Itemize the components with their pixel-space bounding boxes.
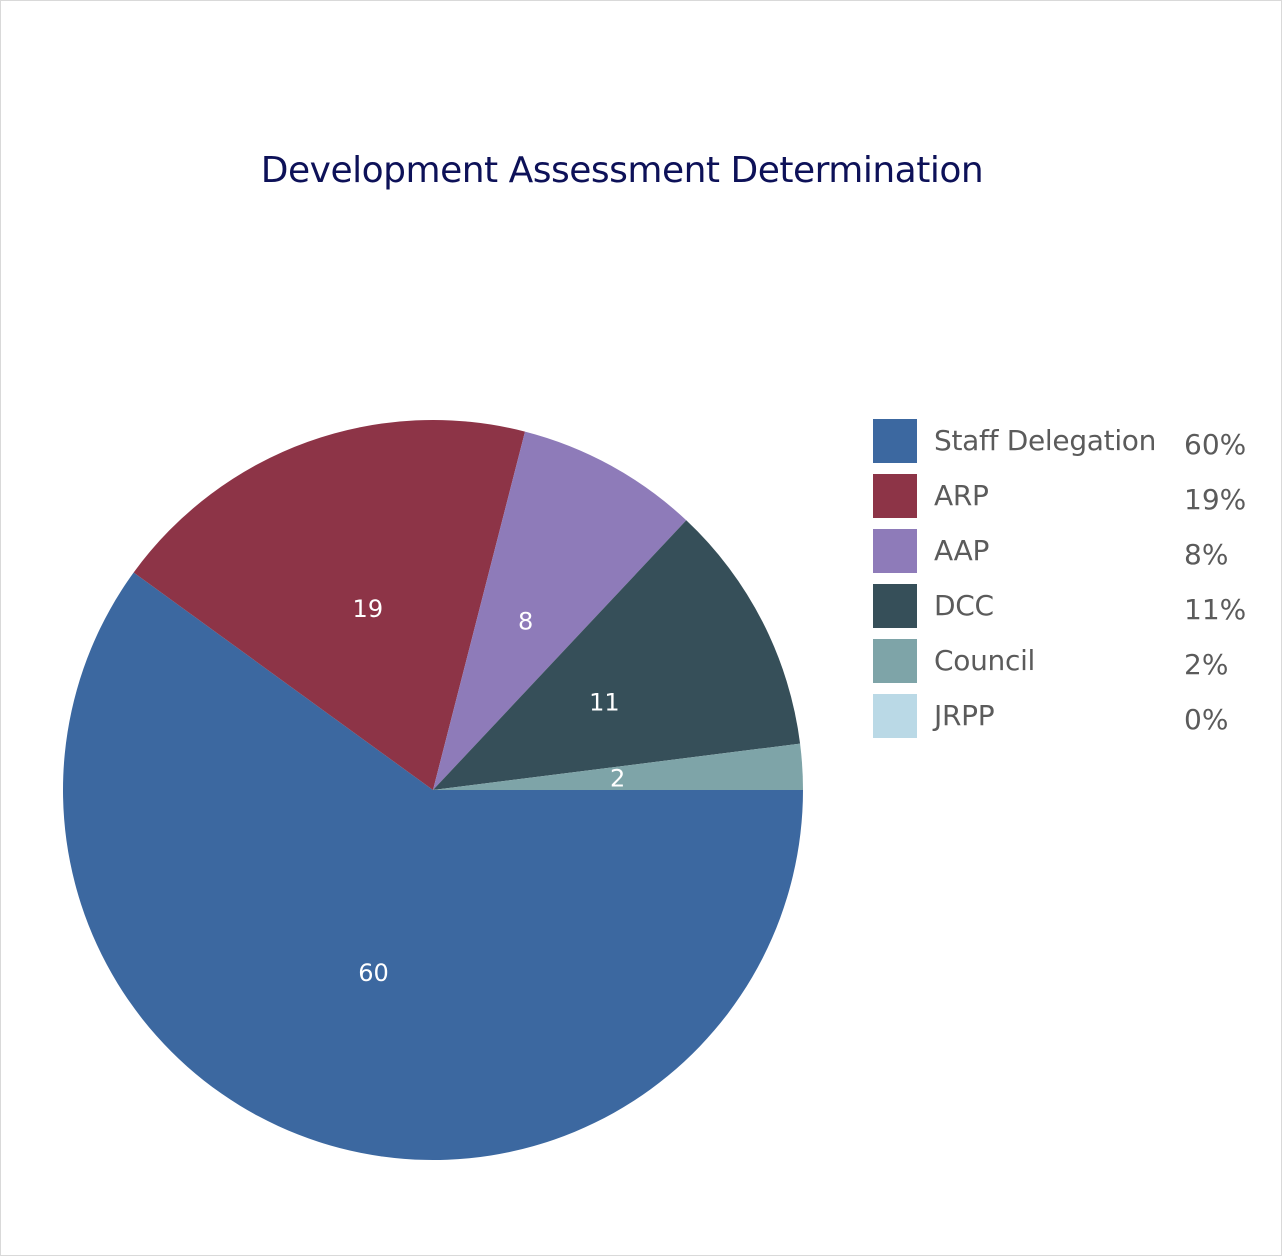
legend-swatch bbox=[873, 639, 917, 683]
pie-slice-arp[interactable] bbox=[133, 420, 526, 790]
legend-label: DCC bbox=[934, 589, 994, 622]
pie-slice-staff-delegation[interactable] bbox=[62, 572, 804, 1161]
pie-slice-aap[interactable] bbox=[433, 431, 687, 790]
legend-item-dcc[interactable]: DCC 11% bbox=[873, 583, 1263, 638]
legend-percent: 19% bbox=[1184, 483, 1247, 516]
data-label-dcc: 11 bbox=[589, 689, 620, 717]
pie-slices bbox=[62, 420, 804, 1161]
legend-percent: 11% bbox=[1184, 593, 1247, 626]
legend-item-council[interactable]: Council 2% bbox=[873, 638, 1263, 693]
chart-title: Development Assessment Determination bbox=[260, 150, 984, 191]
pie-slice-council[interactable] bbox=[433, 743, 803, 790]
legend-item-staff-delegation[interactable]: Staff Delegation 60% bbox=[873, 418, 1263, 473]
pie-data-labels: 60 19 8 11 2 bbox=[353, 595, 626, 987]
legend-label: ARP bbox=[934, 479, 989, 512]
legend-swatch bbox=[873, 694, 917, 738]
data-label-staff-delegation: 60 bbox=[358, 959, 389, 987]
data-label-council: 2 bbox=[610, 764, 625, 792]
legend-item-aap[interactable]: AAP 8% bbox=[873, 528, 1263, 583]
legend-percent: 8% bbox=[1184, 538, 1229, 571]
pie-slice-dcc[interactable] bbox=[433, 520, 801, 790]
legend: Staff Delegation 60% ARP 19% AAP 8% DCC … bbox=[873, 418, 1263, 748]
legend-swatch bbox=[873, 419, 917, 463]
legend-item-arp[interactable]: ARP 19% bbox=[873, 473, 1263, 528]
legend-label: JRPP bbox=[934, 699, 995, 732]
data-label-aap: 8 bbox=[518, 607, 533, 635]
legend-swatch bbox=[873, 529, 917, 573]
legend-percent: 60% bbox=[1184, 428, 1247, 461]
data-label-arp: 19 bbox=[353, 595, 384, 623]
legend-percent: 0% bbox=[1184, 703, 1229, 736]
legend-label: Council bbox=[934, 644, 1036, 677]
legend-percent: 2% bbox=[1184, 648, 1229, 681]
legend-label: Staff Delegation bbox=[934, 424, 1157, 457]
legend-swatch bbox=[873, 584, 917, 628]
legend-label: AAP bbox=[934, 534, 990, 567]
legend-swatch bbox=[873, 474, 917, 518]
legend-item-jrpp[interactable]: JRPP 0% bbox=[873, 693, 1263, 748]
